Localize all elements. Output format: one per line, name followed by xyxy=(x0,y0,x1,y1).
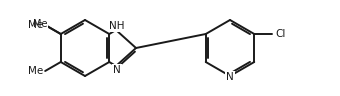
Text: Me: Me xyxy=(28,66,43,76)
Text: NH: NH xyxy=(109,21,125,31)
Text: Cl: Cl xyxy=(275,29,286,39)
Text: Me: Me xyxy=(28,20,43,30)
Text: N: N xyxy=(226,72,234,82)
Text: Me: Me xyxy=(33,19,47,29)
Text: N: N xyxy=(113,65,121,75)
